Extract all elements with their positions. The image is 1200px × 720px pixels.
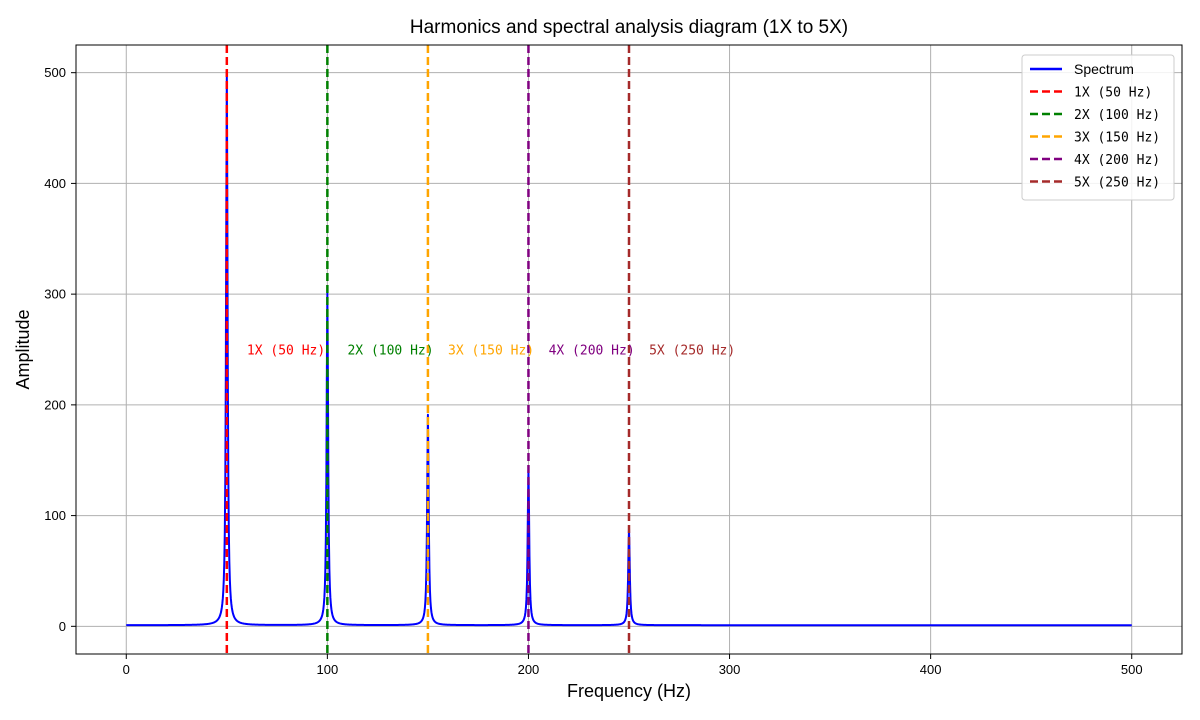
legend-entry-label: 2X (100 Hz) <box>1074 108 1160 123</box>
x-tick-label: 400 <box>920 662 942 677</box>
x-tick-label: 300 <box>719 662 741 677</box>
legend-entry-label: 3X (150 Hz) <box>1074 131 1160 146</box>
x-tick-label: 500 <box>1121 662 1143 677</box>
legend-entry-label: 5X (250 Hz) <box>1074 176 1160 191</box>
legend-entry-label: Spectrum <box>1074 61 1134 77</box>
annotation-label: 2X (100 Hz) <box>347 344 433 359</box>
axis-ticks: 0 100 200 300 400 500 0 100 200 300 400 500 <box>44 65 1142 677</box>
y-tick-label: 500 <box>44 65 66 80</box>
y-axis-label: Amplitude <box>13 309 33 389</box>
x-tick-label: 100 <box>317 662 339 677</box>
legend-entry-label: 1X (50 Hz) <box>1074 86 1152 101</box>
peak-annotations: 1X (50 Hz) 2X (100 Hz) 3X (150 Hz) 4X (200 … <box>247 344 735 359</box>
x-axis-label: Frequency (Hz) <box>567 681 691 701</box>
y-tick-label: 0 <box>59 619 66 634</box>
annotation-label: 4X (200 Hz) <box>549 344 635 359</box>
x-tick-label: 200 <box>518 662 540 677</box>
annotation-label: 3X (150 Hz) <box>448 344 534 359</box>
x-tick-label: 0 <box>123 662 130 677</box>
plot-series <box>125 45 1133 654</box>
y-tick-label: 200 <box>44 397 66 412</box>
y-tick-label: 400 <box>44 176 66 191</box>
plot-frame <box>75 44 1183 655</box>
annotation-label: 1X (50 Hz) <box>247 344 325 359</box>
y-tick-label: 300 <box>44 287 66 302</box>
legend-entry-label: 4X (200 Hz) <box>1074 153 1160 168</box>
chart-title: Harmonics and spectral analysis diagram … <box>410 17 848 38</box>
y-tick-label: 100 <box>44 508 66 523</box>
annotation-label: 5X (250 Hz) <box>649 344 735 359</box>
legend: Spectrum 1X (50 Hz) 2X (100 Hz) 3X (150 Hz)… <box>1021 54 1175 201</box>
